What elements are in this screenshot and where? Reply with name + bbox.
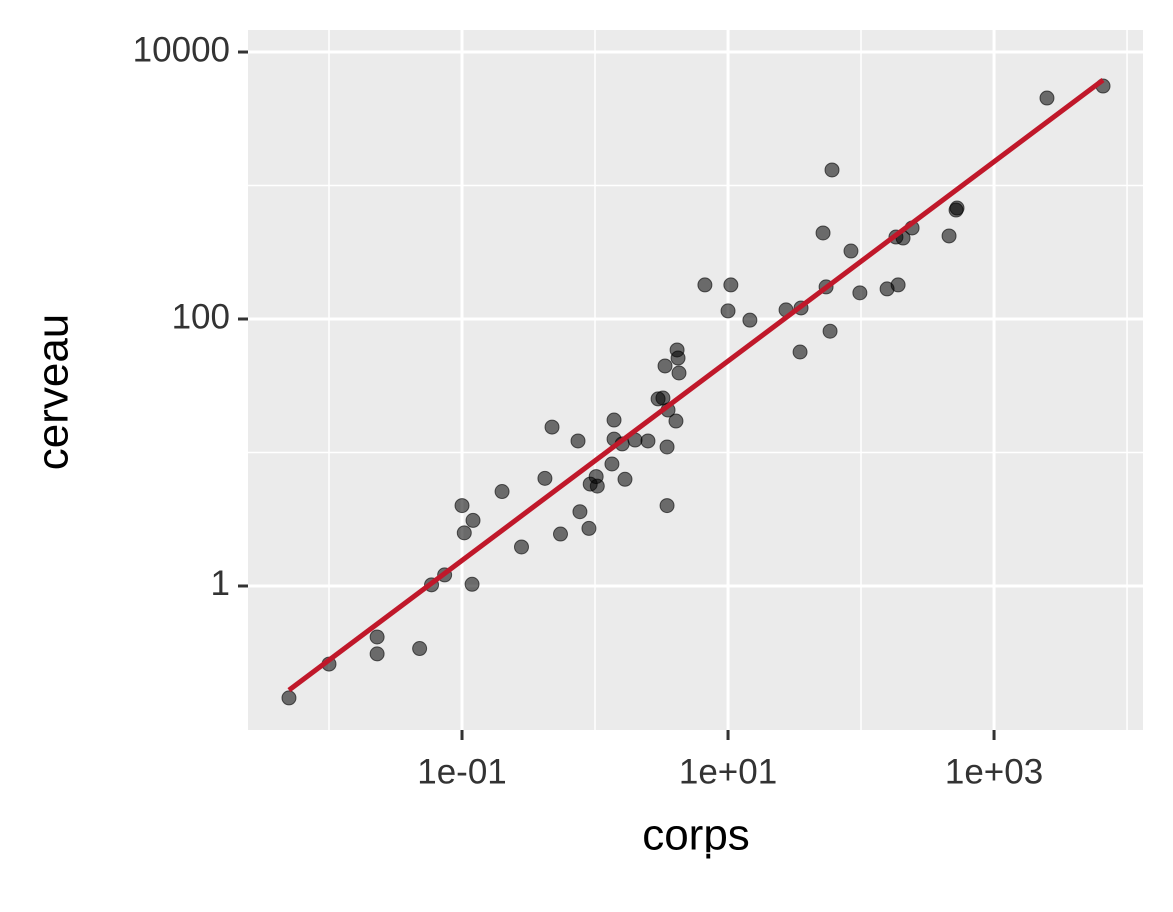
point	[843, 243, 859, 259]
point	[941, 228, 957, 244]
point	[604, 456, 620, 472]
point	[640, 433, 656, 449]
point	[544, 419, 560, 435]
x-axis-title: corps	[642, 811, 750, 860]
y-tick-label: 100	[172, 297, 230, 336]
point	[670, 350, 686, 366]
x-tick-label: 1e+03	[945, 752, 1043, 791]
point	[890, 277, 906, 293]
point	[1039, 90, 1055, 106]
point	[815, 225, 831, 241]
panel	[248, 30, 1143, 730]
point	[456, 525, 472, 541]
point	[949, 200, 965, 216]
point	[697, 277, 713, 293]
point	[412, 641, 428, 657]
point	[824, 162, 840, 178]
point	[537, 470, 553, 486]
point	[513, 539, 529, 555]
point	[668, 413, 684, 429]
point	[552, 526, 568, 542]
point	[792, 344, 808, 360]
x-tick-label: 1e+01	[679, 752, 777, 791]
point	[581, 520, 597, 536]
point	[822, 323, 838, 339]
y-tick-label: 1	[211, 564, 230, 603]
y-tick-label: 10000	[133, 30, 230, 69]
point	[659, 439, 675, 455]
y-axis-title: cerveau	[29, 314, 78, 471]
point	[369, 629, 385, 645]
point	[454, 498, 470, 514]
point	[465, 512, 481, 528]
point	[723, 277, 739, 293]
point	[494, 484, 510, 500]
point	[570, 433, 586, 449]
x-tick-label: 1e-01	[417, 752, 507, 791]
point	[617, 471, 633, 487]
point	[671, 365, 687, 381]
point	[852, 285, 868, 301]
point	[606, 412, 622, 428]
fit-line	[287, 78, 1105, 693]
point	[369, 646, 385, 662]
point	[464, 576, 480, 592]
point	[720, 303, 736, 319]
point	[572, 504, 588, 520]
point	[657, 358, 673, 374]
point	[659, 498, 675, 514]
point	[281, 690, 297, 706]
point	[742, 312, 758, 328]
point	[589, 478, 605, 494]
